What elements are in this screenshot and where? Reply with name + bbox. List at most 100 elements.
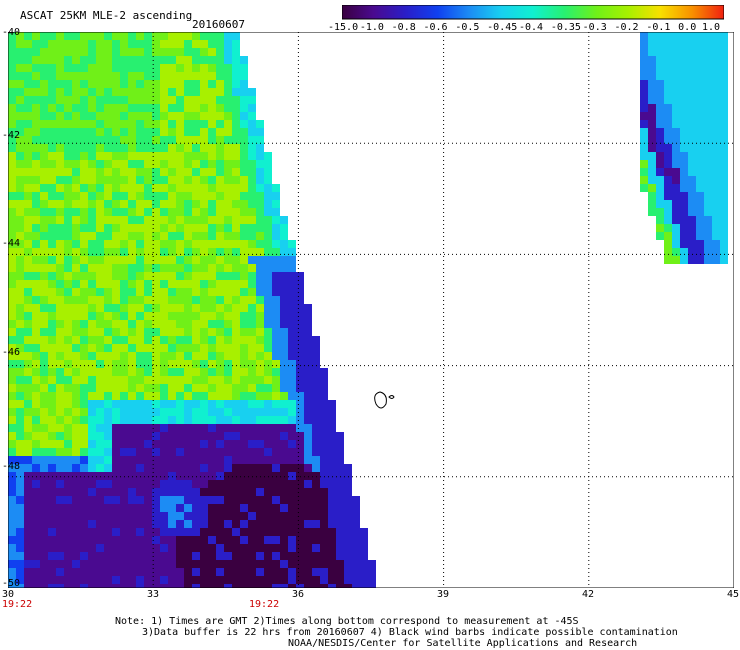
data-cell	[16, 88, 24, 96]
data-cell	[64, 456, 72, 464]
data-cell	[208, 56, 216, 64]
data-cell	[48, 256, 56, 264]
data-cell	[80, 368, 88, 376]
data-cell	[152, 384, 160, 392]
data-cell	[152, 72, 160, 80]
data-cell	[88, 256, 96, 264]
data-cell	[248, 512, 256, 520]
data-cell	[720, 128, 728, 136]
data-cell	[120, 296, 128, 304]
data-cell	[232, 416, 240, 424]
data-cell	[152, 56, 160, 64]
data-cell	[120, 568, 128, 576]
data-cell	[256, 496, 264, 504]
data-cell	[32, 392, 40, 400]
data-cell	[120, 272, 128, 280]
data-cell	[24, 488, 32, 496]
data-cell	[224, 568, 232, 576]
data-cell	[104, 248, 112, 256]
data-cell	[640, 80, 648, 88]
data-cell	[48, 120, 56, 128]
data-cell	[80, 32, 88, 40]
data-cell	[128, 400, 136, 408]
data-cell	[136, 360, 144, 368]
data-cell	[56, 352, 64, 360]
data-cell	[208, 536, 216, 544]
data-cell	[40, 248, 48, 256]
data-cell	[224, 376, 232, 384]
data-cell	[288, 320, 296, 328]
data-cell	[64, 232, 72, 240]
data-cell	[40, 368, 48, 376]
data-cell	[88, 568, 96, 576]
data-cell	[232, 296, 240, 304]
data-cell	[216, 104, 224, 112]
data-cell	[120, 496, 128, 504]
data-cell	[24, 152, 32, 160]
data-cell	[160, 480, 168, 488]
data-cell	[128, 80, 136, 88]
data-cell	[640, 104, 648, 112]
data-cell	[320, 512, 328, 520]
data-cell	[88, 552, 96, 560]
data-cell	[8, 472, 16, 480]
data-cell	[104, 304, 112, 312]
data-cell	[152, 144, 160, 152]
data-cell	[328, 400, 336, 408]
data-cell	[120, 120, 128, 128]
data-cell	[136, 232, 144, 240]
data-cell	[216, 88, 224, 96]
data-cell	[264, 184, 272, 192]
data-cell	[640, 136, 648, 144]
data-cell	[648, 88, 656, 96]
data-cell	[72, 312, 80, 320]
data-cell	[696, 168, 704, 176]
data-cell	[360, 584, 368, 588]
data-cell	[144, 488, 152, 496]
data-cell	[264, 216, 272, 224]
data-cell	[104, 376, 112, 384]
data-cell	[192, 280, 200, 288]
data-cell	[120, 128, 128, 136]
data-cell	[56, 408, 64, 416]
data-cell	[224, 216, 232, 224]
data-cell	[224, 448, 232, 456]
data-cell	[88, 88, 96, 96]
data-cell	[80, 72, 88, 80]
data-cell	[72, 448, 80, 456]
data-cell	[32, 512, 40, 520]
data-cell	[64, 392, 72, 400]
data-cell	[200, 40, 208, 48]
data-cell	[712, 216, 720, 224]
data-cell	[160, 120, 168, 128]
data-cell	[112, 368, 120, 376]
data-cell	[152, 272, 160, 280]
data-cell	[256, 528, 264, 536]
data-cell	[264, 152, 272, 160]
data-cell	[32, 280, 40, 288]
data-cell	[128, 64, 136, 72]
data-cell	[96, 552, 104, 560]
data-cell	[256, 432, 264, 440]
data-cell	[80, 96, 88, 104]
data-cell	[80, 208, 88, 216]
data-cell	[64, 320, 72, 328]
data-cell	[216, 368, 224, 376]
data-cell	[112, 136, 120, 144]
data-cell	[80, 440, 88, 448]
data-cell	[240, 368, 248, 376]
data-cell	[160, 64, 168, 72]
data-cell	[24, 344, 32, 352]
data-cell	[72, 488, 80, 496]
data-cell	[80, 536, 88, 544]
data-cell	[176, 504, 184, 512]
data-cell	[152, 192, 160, 200]
data-cell	[120, 576, 128, 584]
data-cell	[720, 168, 728, 176]
data-cell	[152, 96, 160, 104]
data-cell	[192, 144, 200, 152]
data-cell	[256, 320, 264, 328]
data-cell	[32, 96, 40, 104]
data-cell	[656, 144, 664, 152]
data-cell	[296, 408, 304, 416]
